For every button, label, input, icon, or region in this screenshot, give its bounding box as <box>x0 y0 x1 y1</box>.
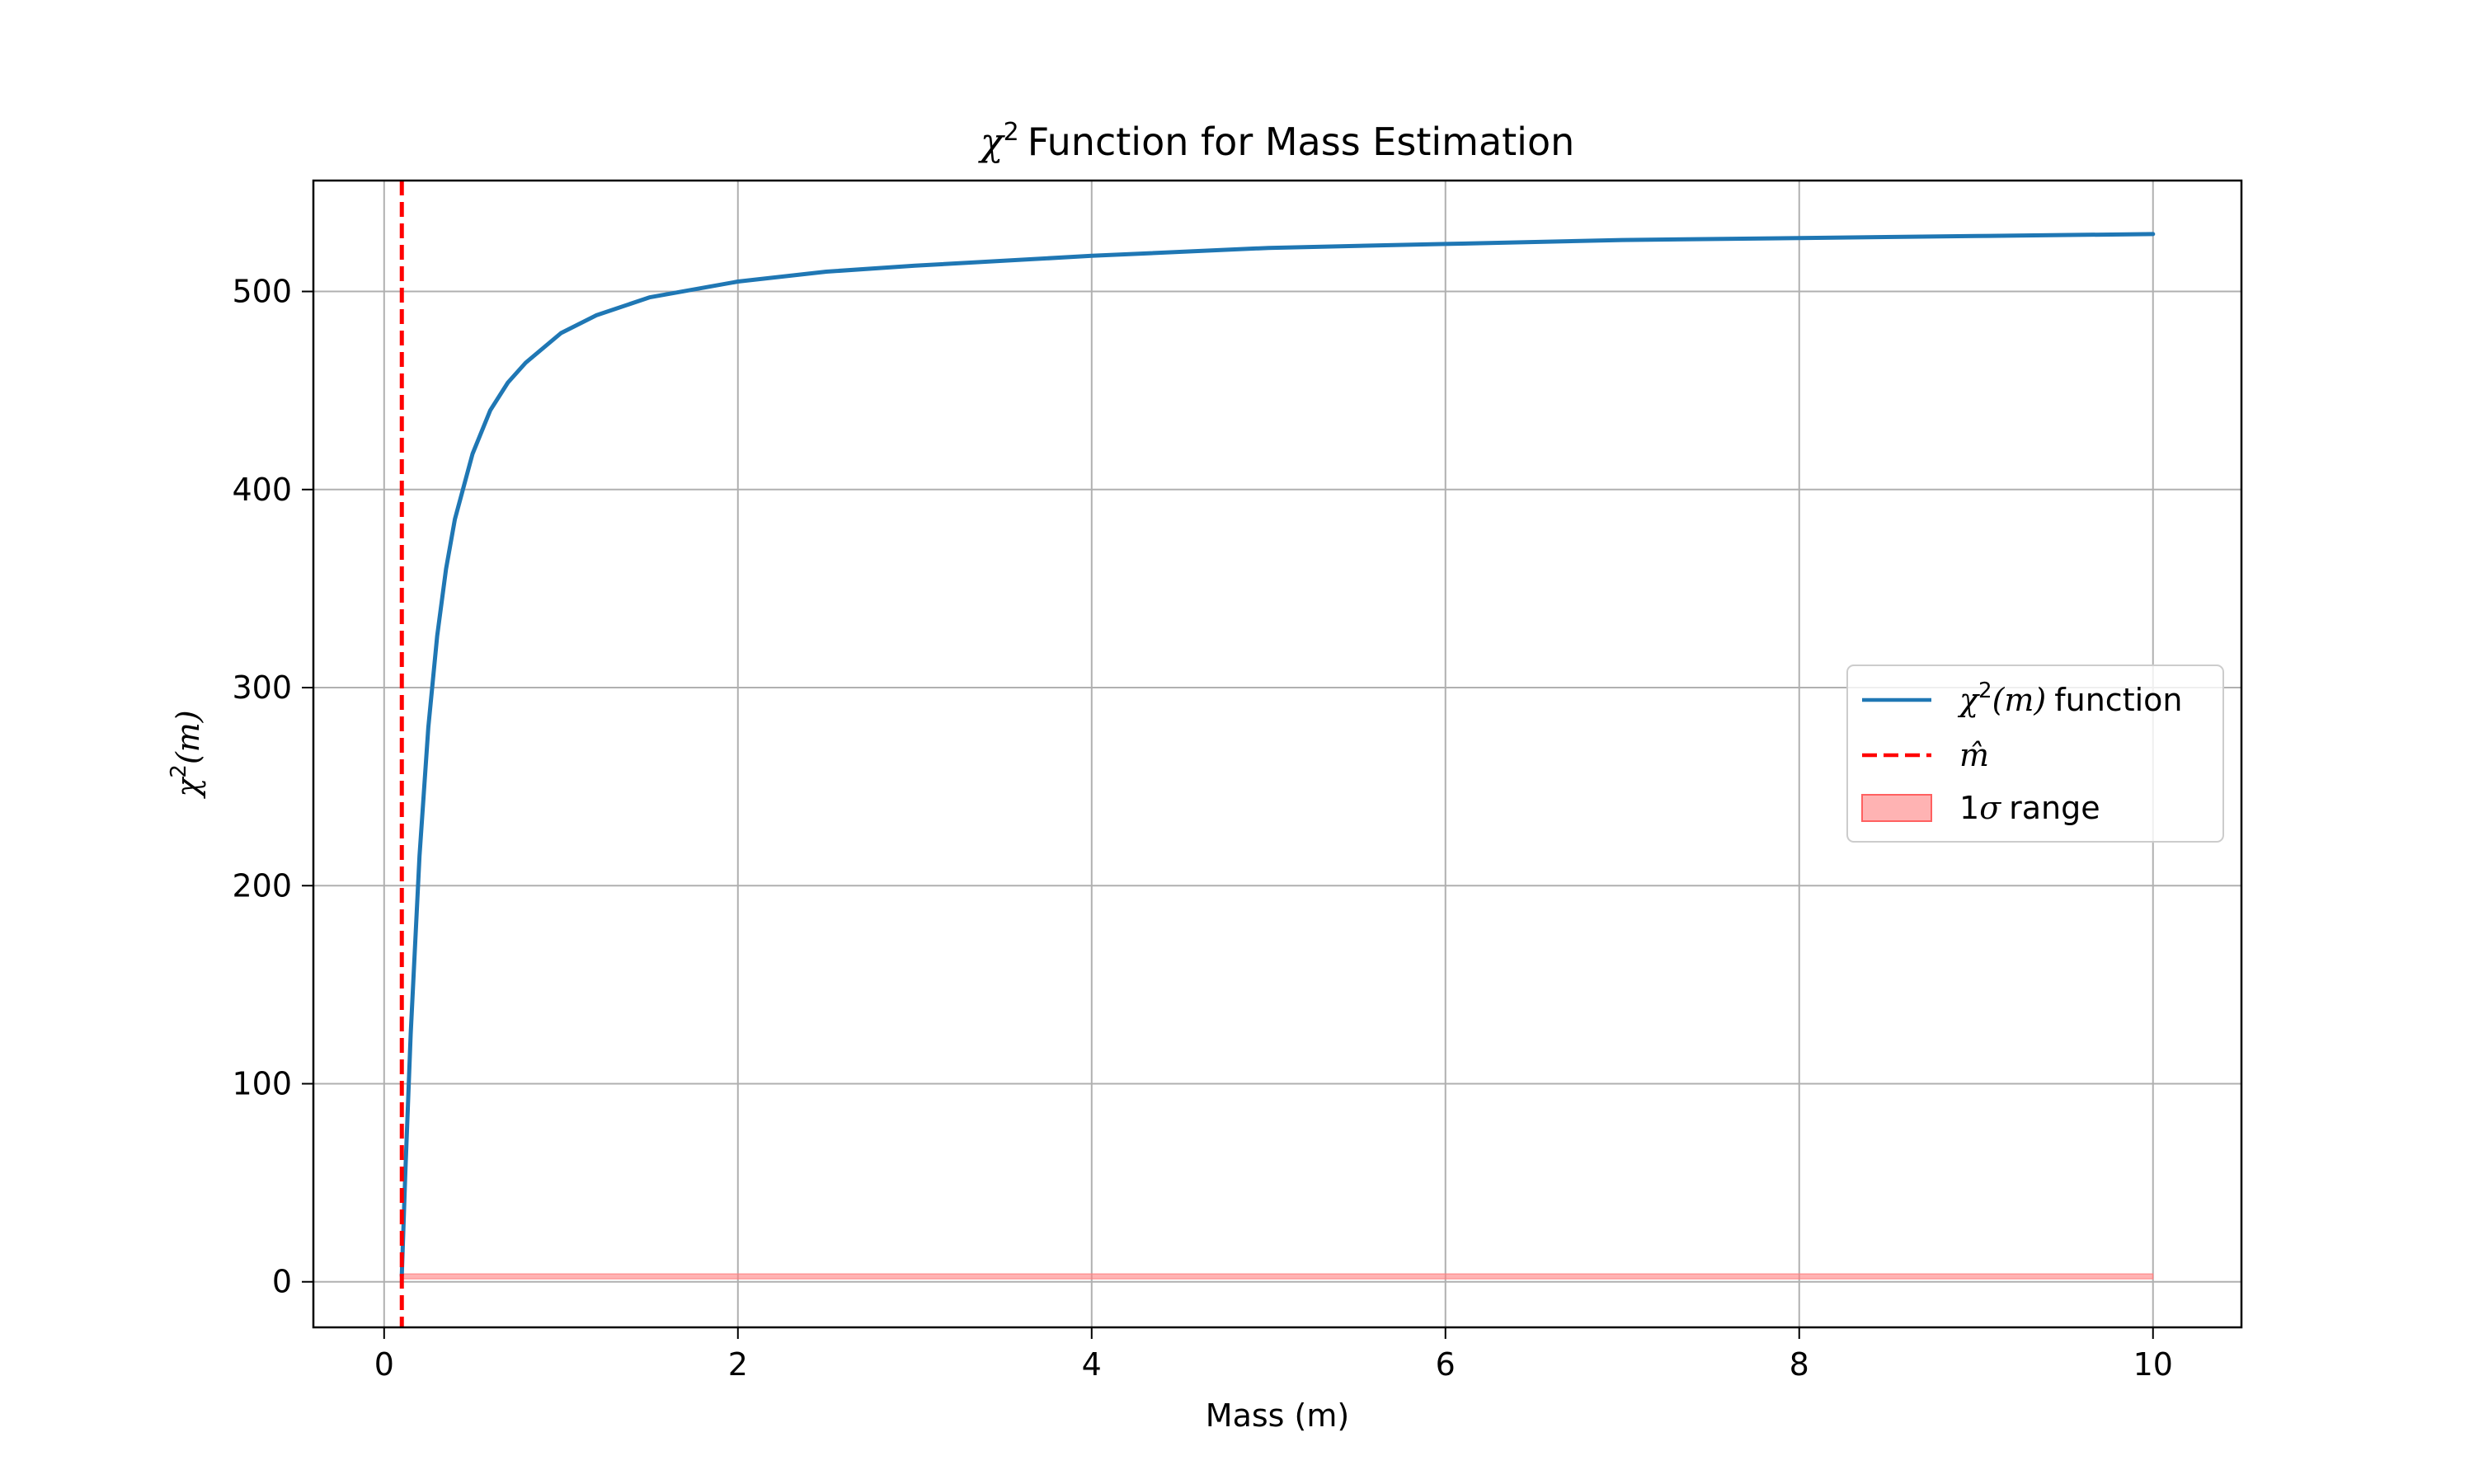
y-tick-label: 100 <box>232 1066 292 1102</box>
x-tick-label: 2 <box>728 1346 748 1383</box>
legend-function-chi: χ <box>1957 682 1980 718</box>
y-tick-label: 500 <box>232 274 292 310</box>
legend-function-arg: (m) <box>1992 682 2047 718</box>
title-text: Function for Mass Estimation <box>1028 120 1575 164</box>
x-tick-label: 6 <box>1436 1346 1456 1383</box>
legend-box <box>1846 665 2224 843</box>
legend-range-sigma: σ <box>1979 790 2001 826</box>
y-tick-label: 0 <box>272 1264 292 1300</box>
x-axis-label: Mass (m) <box>1206 1397 1349 1434</box>
legend-band-swatch <box>1861 794 1932 822</box>
title-superscript: 2 <box>1004 118 1019 147</box>
legend-range-word: range <box>2009 790 2100 826</box>
legend: χ2(m) function m̂ 1σ range <box>1846 665 2224 843</box>
grid <box>313 181 2241 1327</box>
y-tick-label: 200 <box>232 867 292 904</box>
chi-square-curve <box>399 232 2156 1278</box>
y-tick-label: 300 <box>232 669 292 706</box>
x-tick-label: 10 <box>2133 1346 2173 1383</box>
x-tick-label: 8 <box>1790 1346 1809 1383</box>
legend-function-word: function <box>2054 682 2182 718</box>
chart-title: χ2 Function for Mass Estimation <box>978 118 1575 164</box>
plot-area <box>399 181 2156 1327</box>
y-label-chi-symbol: χ <box>170 777 206 800</box>
title-chi-symbol: χ <box>978 120 1006 164</box>
legend-label-mhat: m̂ <box>1959 737 1989 773</box>
y-axis-label: χ2(m) <box>167 710 206 799</box>
x-tick-label: 0 <box>374 1346 394 1383</box>
legend-range-prefix: 1 <box>1959 790 1979 826</box>
legend-label-range: 1σ range <box>1959 790 2100 826</box>
one-sigma-band <box>401 1273 2154 1280</box>
y-tick-label: 400 <box>232 472 292 508</box>
x-tick-label: 4 <box>1082 1346 1102 1383</box>
y-label-argument: (m) <box>170 710 206 764</box>
y-label-superscript: 2 <box>167 764 191 778</box>
plot-frame <box>312 179 2243 1329</box>
legend-function-sup: 2 <box>1978 679 1992 703</box>
legend-label-function: χ2(m) function <box>1957 679 2183 718</box>
